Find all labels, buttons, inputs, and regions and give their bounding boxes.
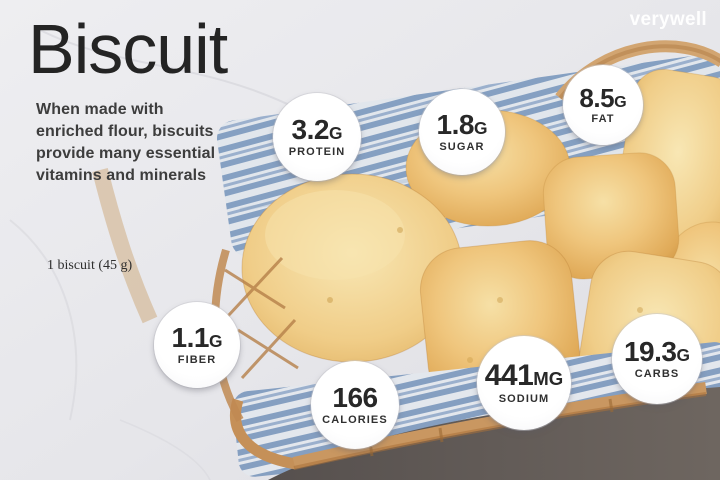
nutrient-label: SUGAR — [439, 141, 485, 153]
nutrient-unit: G — [208, 331, 223, 351]
nutrient-value: 166 — [332, 382, 378, 413]
description-line: enriched flour, biscuits — [36, 123, 214, 140]
nutrient-label: SODIUM — [498, 393, 550, 405]
nutrient-badge-sugar: 1.8G SUGAR — [419, 89, 505, 175]
nutrient-label: PROTEIN — [288, 146, 346, 158]
nutrient-label: FAT — [591, 113, 615, 125]
nutrient-badge-protein: 3.2G PROTEIN — [273, 93, 361, 181]
description-line: provide many essential — [36, 145, 216, 162]
nutrient-badge-sodium: 441MG SODIUM — [477, 336, 571, 430]
serving-size: 1 biscuit (45 g) — [47, 258, 133, 273]
nutrient-label: CALORIES — [322, 414, 388, 426]
nutrient-value: 3.2G — [291, 114, 343, 145]
nutrient-badge-fat: 8.5G FAT — [563, 65, 643, 145]
nutrient-label: FIBER — [177, 354, 217, 366]
nutrient-unit: G — [676, 345, 690, 365]
basket-handle — [92, 168, 158, 324]
nutrient-badge-fiber: 1.1G FIBER — [154, 302, 240, 388]
nutrient-badge-calories: 166 CALORIES — [311, 361, 399, 449]
nutrient-value: 1.1G — [171, 322, 223, 353]
nutrient-value: 8.5G — [579, 83, 627, 113]
page-title: Biscuit — [28, 10, 228, 88]
nutrient-unit: G — [328, 123, 343, 143]
nutrient-unit: G — [614, 93, 627, 111]
nutrient-value: 1.8G — [436, 109, 488, 140]
description-line: When made with — [36, 101, 164, 118]
nutrient-unit: MG — [533, 368, 564, 389]
description: When made with enriched flour, biscuits … — [36, 99, 215, 187]
nutrient-label: CARBS — [634, 368, 680, 380]
nutrient-badge-carbs: 19.3G CARBS — [612, 314, 702, 404]
nutrient-value: 19.3G — [623, 336, 690, 367]
nutrient-value: 441MG — [484, 359, 564, 392]
nutrient-unit: G — [473, 118, 488, 138]
description-line: vitamins and minerals — [36, 167, 207, 184]
verywell-logo: verywell — [629, 9, 707, 30]
